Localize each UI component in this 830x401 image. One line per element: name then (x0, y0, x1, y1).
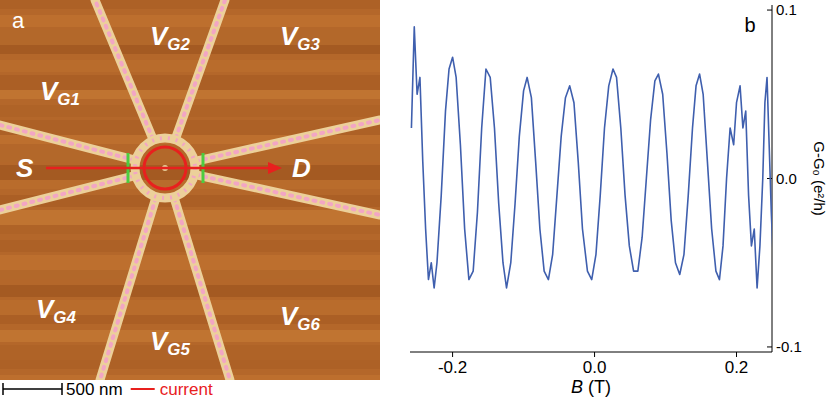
gate-label-sub: G2 (167, 35, 190, 54)
x-tick-label: -0.2 (438, 358, 467, 377)
arrow-head (268, 162, 282, 174)
gate-label-sub: G5 (167, 340, 190, 359)
afm-streak (0, 285, 380, 297)
scale-bar-end (2, 383, 4, 395)
gate-label: VG3 (280, 21, 320, 54)
y-tick (767, 346, 772, 347)
gate-label-sub: G3 (297, 35, 320, 54)
gate-dots (95, 0, 153, 138)
data-line (411, 27, 772, 288)
gate-label-sub: G4 (53, 308, 76, 327)
y-axis-title: G-G₀ (e²/h) (811, 141, 828, 216)
current-arrow (46, 167, 270, 170)
afm-streak (0, 270, 380, 279)
x-axis-title: B (T) (571, 377, 611, 397)
gate-line (176, 0, 225, 138)
gate-line (196, 120, 380, 161)
y-tick (767, 10, 772, 11)
gate-label: VG5 (150, 326, 190, 359)
afm-streak (0, 15, 380, 27)
afm-background (0, 0, 380, 380)
x-tick (452, 352, 453, 357)
x-tick-label: 0.2 (725, 358, 749, 377)
x-axis-title-unit: (T) (583, 377, 611, 397)
page: {"image": {"label": "a", "gates": ["VG1"… (0, 0, 830, 401)
panel-label: a (12, 8, 25, 33)
afm-streak (0, 45, 380, 54)
x-tick-label: 0.0 (583, 358, 607, 377)
gate-label: VG2 (150, 21, 190, 54)
afm-streak (0, 30, 380, 45)
panel-b: -0.2 0.0 0.2 -0.1 0.0 0.1 G-G₀ (e²/h) B (T) b (410, 1, 828, 397)
scale-bar-label: 500 nm (66, 380, 123, 399)
gate-label: VG4 (36, 294, 76, 327)
gate-dots (196, 175, 380, 215)
y-tick-label: -0.1 (776, 338, 802, 355)
y-tick-label: 0.0 (776, 170, 797, 187)
x-tick (594, 352, 595, 357)
afm-streak (0, 360, 380, 369)
x-axis-line (410, 352, 772, 353)
gate-line (196, 175, 380, 215)
scale-bar (3, 388, 62, 390)
gate-label-sub: G1 (57, 90, 80, 109)
x-axis-title-symbol: B (571, 377, 583, 397)
gate-dots (100, 199, 156, 380)
afm-streak (0, 210, 380, 225)
gate-label: VG6 (280, 301, 320, 334)
plot-data (411, 27, 772, 288)
scale-bar-end (61, 383, 63, 395)
gate-line (95, 0, 153, 138)
afm-streak (0, 60, 380, 72)
panel-label: b (744, 14, 755, 36)
afm-streak (0, 0, 380, 9)
afm-streak (0, 345, 380, 360)
gate-dots (176, 0, 225, 138)
y-tick-label: 0.1 (776, 1, 797, 18)
panel-a: a VG1 VG2 VG3 VG4 VG5 VG6 S D 500 nm current (0, 0, 380, 399)
gate-dots (196, 120, 380, 161)
x-tick (736, 352, 737, 357)
gate-line (100, 199, 156, 380)
gate-label-sub: G6 (297, 315, 320, 334)
drain-label: D (292, 153, 311, 183)
afm-image (0, 0, 380, 380)
afm-streak (0, 225, 380, 234)
current-legend-label: current (160, 380, 213, 399)
figure: a VG1 VG2 VG3 VG4 VG5 VG6 S D 500 nm current -0.2 0.… (0, 0, 830, 401)
current-legend-line (131, 388, 155, 390)
source-label: S (16, 153, 34, 183)
afm-streak (0, 330, 380, 342)
gate-label: VG1 (40, 76, 80, 109)
